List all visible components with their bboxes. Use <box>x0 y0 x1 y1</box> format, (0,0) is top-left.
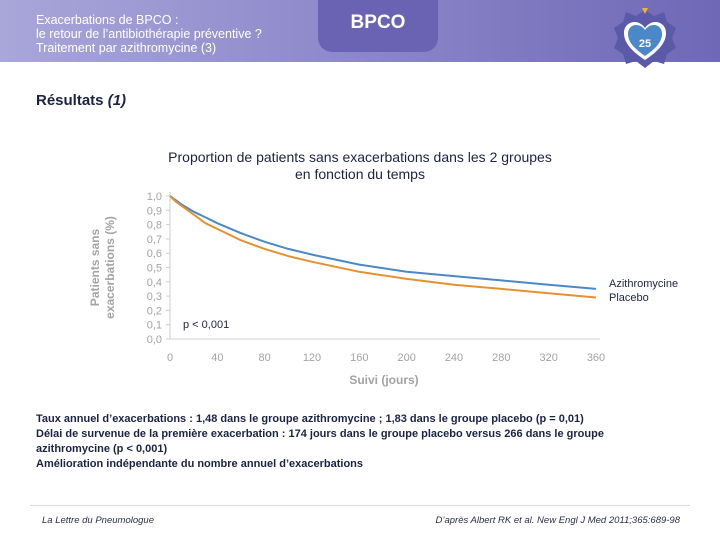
heart-badge-icon: 25 <box>614 8 676 68</box>
x-axis-label: Suivi (jours) <box>349 373 418 387</box>
results-bullets: Taux annuel d’exacerbations : 1,48 dans … <box>36 412 676 472</box>
x-tick-label: 240 <box>445 352 463 364</box>
header-tab-bpco: BPCO <box>318 0 438 52</box>
x-tick-label: 360 <box>587 352 605 364</box>
bullet-line: azithromycine (p < 0,001) <box>36 443 168 455</box>
section-title: Résultats (1) <box>36 92 126 109</box>
y-axis-label: Patients sansexacerbations (%) <box>88 216 117 319</box>
legend-label: Azithromycine <box>609 278 678 290</box>
footer-journal: La Lettre du Pneumologue <box>42 515 154 526</box>
section-title-text: Résultats <box>36 92 104 109</box>
y-tick-label: 0,9 <box>147 205 162 217</box>
x-tick-label: 200 <box>397 352 415 364</box>
y-axis-label-line: exacerbations (%) <box>103 216 117 319</box>
y-tick-label: 0,2 <box>147 305 162 317</box>
section-title-suffix: (1) <box>107 92 127 109</box>
bullet-line: Taux annuel d’exacerbations : 1,48 dans … <box>36 413 584 425</box>
series-line-azithromycine <box>169 195 597 290</box>
x-tick-label: 120 <box>303 352 321 364</box>
x-tick-label: 160 <box>350 352 368 364</box>
y-tick-label: 1,0 <box>147 191 162 203</box>
header-subtitle-line: Traitement par azithromycine (3) <box>36 41 217 55</box>
header-subtitle-line: le retour de l’antibiothérapie préventiv… <box>36 27 262 41</box>
y-tick-label: 0,3 <box>147 291 162 303</box>
y-tick-label: 0,7 <box>147 234 162 246</box>
x-tick-label: 320 <box>539 352 557 364</box>
x-tick-label: 40 <box>211 352 223 364</box>
y-tick-label: 0,8 <box>147 220 162 232</box>
y-tick-label: 0,0 <box>147 334 162 346</box>
p-value-annotation: p < 0,001 <box>183 319 229 331</box>
footer-divider <box>30 505 690 506</box>
y-axis-label-line: Patients sans <box>88 228 102 306</box>
y-tick-label: 0,5 <box>147 263 162 275</box>
header-tab-label: BPCO <box>350 12 406 33</box>
bullet-line: Délai de survenue de la première exacerb… <box>36 428 604 440</box>
header-subtitle-line: Exacerbations de BPCO : <box>36 13 179 27</box>
chart-title-line: en fonction du temps <box>295 166 425 182</box>
header-bar: Exacerbations de BPCO : le retour de l’a… <box>0 0 720 62</box>
x-tick-label: 280 <box>492 352 510 364</box>
series-line-placebo <box>169 195 597 299</box>
x-tick-label: 80 <box>259 352 271 364</box>
y-tick-label: 0,1 <box>147 320 162 332</box>
legend-label: Placebo <box>609 292 649 304</box>
header-subtitle: Exacerbations de BPCO : le retour de l’a… <box>36 13 326 55</box>
survival-chart: 0,0 0,1 0,2 0,3 0,4 0,5 0,6 0,7 0,8 0,9 1,0 0 40 80 12… <box>88 191 678 387</box>
bullet-line: Amélioration indépendante du nombre annu… <box>36 458 363 470</box>
badge-number: 25 <box>639 38 651 50</box>
footer-reference: D’après Albert RK et al. New Engl J Med … <box>435 515 681 526</box>
chart-title-line: Proportion de patients sans exacerbation… <box>168 149 552 165</box>
x-tick-label: 0 <box>167 352 173 364</box>
chart-title: Proportion de patients sans exacerbation… <box>110 149 610 183</box>
y-tick-label: 0,4 <box>147 277 162 289</box>
y-tick-label: 0,6 <box>147 248 162 260</box>
